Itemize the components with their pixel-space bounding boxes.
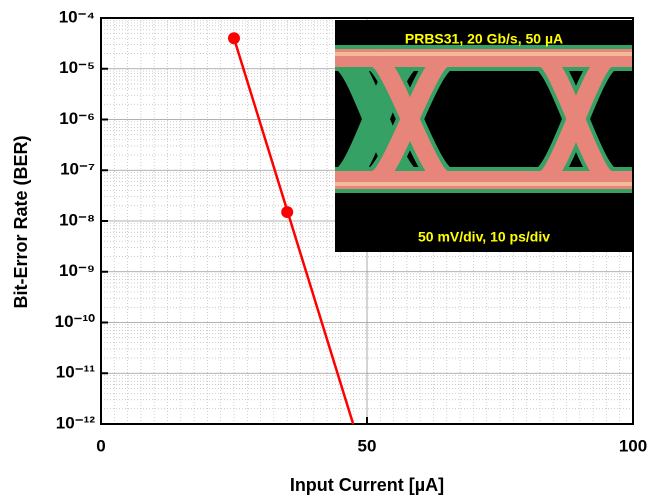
inset-scale: 50 mV/div, 10 ps/div [418,229,550,245]
y-tick-label: 10⁻⁴ [59,7,95,26]
y-tick-label: 10⁻¹⁰ [55,312,96,331]
x-tick-label: 50 [358,436,377,455]
y-tick-label: 10⁻¹² [56,413,96,432]
chart: 10⁻¹² 10⁻¹¹ 10⁻¹⁰ 10⁻⁹ 10⁻⁸ 10⁻⁷ 10⁻⁶ 10⁻⁵ 10⁻⁴ 0… [0,0,655,503]
y-tick-label: 10⁻⁸ [59,210,95,229]
y-tick-label: 10⁻⁷ [60,160,95,179]
data-point [281,206,293,218]
x-tick-label: 100 [619,436,647,455]
y-axis-label: Bit-Error Rate (BER) [11,135,31,308]
inset-title: PRBS31, 20 Gb/s, 50 µA [405,31,563,47]
y-tick-label: 10⁻⁶ [59,109,95,128]
y-tick-label: 10⁻⁵ [59,58,95,77]
x-tick-label: 0 [96,436,105,455]
eye-diagram: PRBS31, 20 Gb/s, 50 µA 50 mV/div, 10 ps/… [335,20,634,252]
data-point [228,32,240,44]
page: {"chart_data": {"type": "line", "y_label… [0,0,655,503]
y-tick-label: 10⁻⁹ [59,261,95,280]
y-tick-label: 10⁻¹¹ [56,363,96,382]
x-axis-label: Input Current [µA] [290,475,444,495]
